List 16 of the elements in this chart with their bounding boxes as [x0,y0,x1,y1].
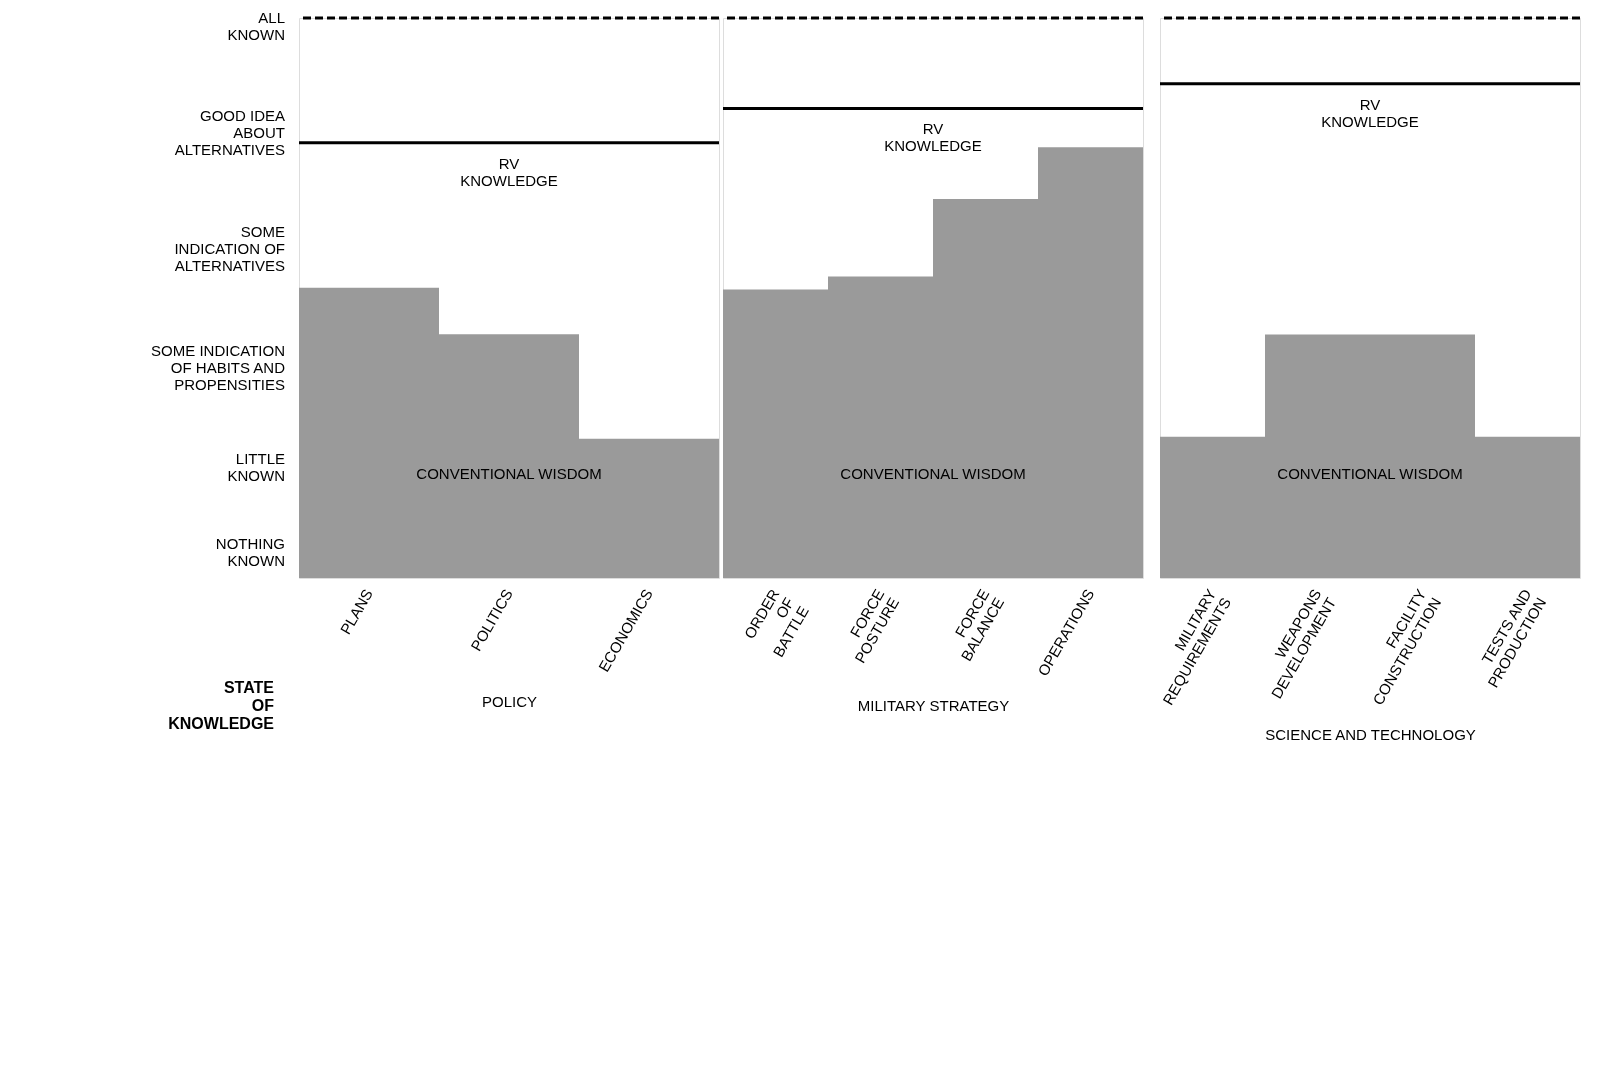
x-axis-title: SCIENCE AND TECHNOLOGY [1265,725,1476,743]
text: LITTLE KNOWN [227,450,285,485]
text: ALL KNOWN [227,9,285,43]
x-axis-title: POLICY [481,692,538,710]
series-label: CONVENTIONAL WISDOM [1277,465,1463,483]
series-label: CONVENTIONAL WISDOM [416,465,602,483]
text: STATE OF KNOWLEDGE [168,679,275,732]
series-label: CONVENTIONAL WISDOM [840,465,1026,483]
text: SOME INDICATION OF ALTERNATIVES [174,223,285,275]
text: NOTHING KNOWN [215,535,285,570]
ref-line-label: RV KNOWLEDGE [460,154,558,189]
ref-line-label: RV KNOWLEDGE [1321,95,1419,130]
text: SOME INDICATION OF HABITS AND PROPENSITIES [151,342,286,394]
x-axis-title: MILITARY STRATEGY [857,696,1010,714]
ref-line-label: RV KNOWLEDGE [884,120,982,155]
text: GOOD IDEA ABOUT ALTERNATIVES [174,107,285,158]
